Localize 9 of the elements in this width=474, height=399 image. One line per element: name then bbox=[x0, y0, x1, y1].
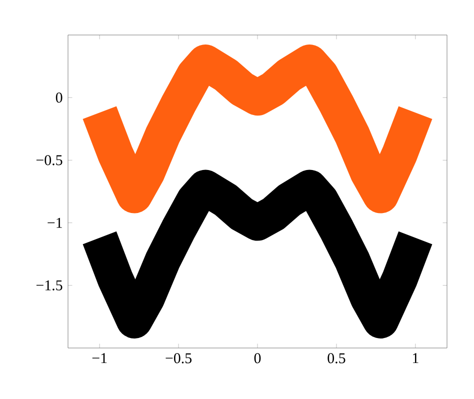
x-tick-label: 0.5 bbox=[328, 353, 346, 364]
x-tick-label: 1 bbox=[412, 353, 418, 364]
x-tick-label: −0.5 bbox=[166, 353, 192, 364]
x-tick-label: −1 bbox=[92, 353, 107, 364]
y-tick-label: −1 bbox=[48, 218, 62, 228]
y-tick-label: −1.5 bbox=[36, 280, 62, 290]
x-tick-label: 0 bbox=[254, 353, 261, 364]
y-tick-label: 0 bbox=[56, 92, 62, 103]
y-tick-label: −0.5 bbox=[36, 155, 62, 166]
